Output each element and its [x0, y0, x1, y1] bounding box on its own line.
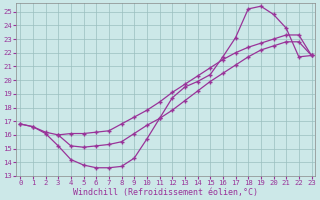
X-axis label: Windchill (Refroidissement éolien,°C): Windchill (Refroidissement éolien,°C) — [73, 188, 258, 197]
